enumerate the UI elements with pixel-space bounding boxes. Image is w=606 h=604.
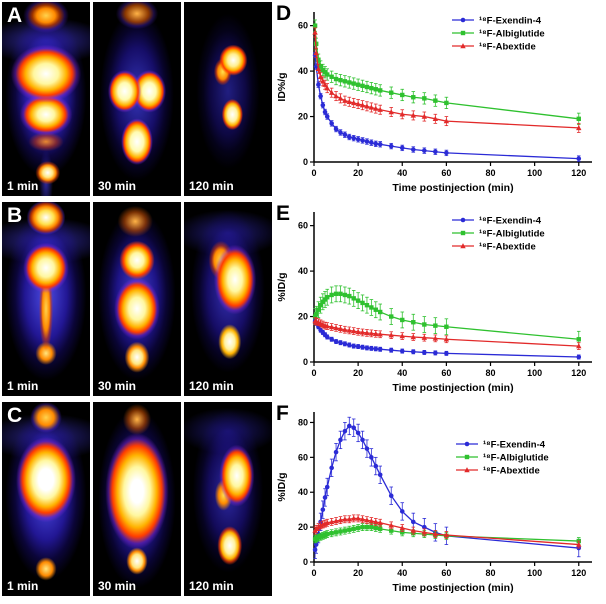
svg-text:0: 0 xyxy=(311,568,316,578)
svg-text:0: 0 xyxy=(311,168,316,178)
svg-text:0: 0 xyxy=(303,557,308,567)
svg-text:60: 60 xyxy=(441,368,451,378)
svg-text:60: 60 xyxy=(441,568,451,578)
svg-text:40: 40 xyxy=(298,66,308,76)
svg-text:Time postinjection (min): Time postinjection (min) xyxy=(392,382,513,394)
panel-A: A 1 min 30 min 120 min xyxy=(2,2,272,196)
svg-text:100: 100 xyxy=(527,168,542,178)
svg-text:20: 20 xyxy=(353,368,363,378)
svg-text:¹⁸F-Albiglutide: ¹⁸F-Albiglutide xyxy=(483,453,549,464)
pet-image-column: A 1 min 30 min 120 min B 1 min 30 min 12… xyxy=(2,2,272,602)
time-activity-chart-D: 0 20 40 60 80 100 120 0 20 40 60 Time postinjection… xyxy=(276,12,592,194)
svg-text:0: 0 xyxy=(303,157,308,167)
svg-text:20: 20 xyxy=(298,522,308,532)
svg-text:Time postinjection (min): Time postinjection (min) xyxy=(392,582,513,594)
chart-block-F: F 0 20 40 60 80 100 120 0 20 40 60 80 Time postinjec… xyxy=(274,402,606,598)
chart-block-E: E 0 20 40 60 80 100 120 0 20 40 60 Time postinjecti… xyxy=(274,202,606,398)
svg-text:20: 20 xyxy=(353,568,363,578)
time-activity-chart-F: 0 20 40 60 80 100 120 0 20 40 60 80 Time postinjecti… xyxy=(276,412,592,594)
svg-text:¹⁸F-Abextide: ¹⁸F-Abextide xyxy=(479,42,536,53)
svg-text:20: 20 xyxy=(298,312,308,322)
svg-text:120: 120 xyxy=(571,368,586,378)
svg-text:80: 80 xyxy=(298,417,308,427)
pet-scan-image-C-120min: 120 min xyxy=(184,402,272,596)
svg-text:80: 80 xyxy=(486,168,496,178)
svg-text:120: 120 xyxy=(571,568,586,578)
timepoint-label: 120 min xyxy=(189,379,234,393)
svg-text:0: 0 xyxy=(303,357,308,367)
time-activity-chart-E: 0 20 40 60 80 100 120 0 20 40 60 Time postinjection… xyxy=(276,212,592,394)
panel-label-A: A xyxy=(7,4,23,27)
chart-label-F: F xyxy=(276,402,289,425)
svg-text:40: 40 xyxy=(397,568,407,578)
timepoint-label: 1 min xyxy=(7,379,39,393)
timepoint-label: 30 min xyxy=(98,379,137,393)
timepoint-label: 1 min xyxy=(7,179,39,193)
svg-text:¹⁸F-Exendin-4: ¹⁸F-Exendin-4 xyxy=(479,16,542,27)
chart-label-E: E xyxy=(276,202,291,225)
panel-B: B 1 min 30 min 120 min xyxy=(2,202,272,396)
svg-text:40: 40 xyxy=(298,487,308,497)
panel-C: C 1 min 30 min 120 min xyxy=(2,402,272,596)
pet-scan-image-B-1min: 1 min xyxy=(2,202,90,396)
pet-scan-image-A-120min: 120 min xyxy=(184,2,272,196)
timepoint-label: 30 min xyxy=(98,579,137,593)
svg-text:60: 60 xyxy=(298,221,308,231)
svg-text:Time postinjection (min): Time postinjection (min) xyxy=(392,182,513,194)
panel-label-C: C xyxy=(7,404,23,427)
svg-text:¹⁸F-Albiglutide: ¹⁸F-Albiglutide xyxy=(479,229,545,240)
svg-text:%ID/g: %ID/g xyxy=(276,272,288,301)
svg-text:¹⁸F-Exendin-4: ¹⁸F-Exendin-4 xyxy=(479,216,542,227)
svg-text:80: 80 xyxy=(486,368,496,378)
pet-scan-image-A-30min: 30 min xyxy=(93,2,181,196)
svg-text:¹⁸F-Abextide: ¹⁸F-Abextide xyxy=(479,242,536,253)
svg-text:120: 120 xyxy=(571,168,586,178)
svg-text:80: 80 xyxy=(486,568,496,578)
svg-text:100: 100 xyxy=(527,568,542,578)
svg-text:40: 40 xyxy=(397,168,407,178)
pet-scan-image-A-1min: 1 min xyxy=(2,2,90,196)
svg-text:ID%/g: ID%/g xyxy=(276,72,288,101)
svg-text:40: 40 xyxy=(397,368,407,378)
svg-text:60: 60 xyxy=(298,21,308,31)
timepoint-label: 30 min xyxy=(98,179,137,193)
pet-scan-image-B-120min: 120 min xyxy=(184,202,272,396)
svg-text:60: 60 xyxy=(298,452,308,462)
pet-scan-image-C-1min: 1 min xyxy=(2,402,90,596)
chart-column: D 0 20 40 60 80 100 120 0 20 40 60 Time postinjecti… xyxy=(274,2,606,602)
svg-text:100: 100 xyxy=(527,368,542,378)
timepoint-label: 120 min xyxy=(189,179,234,193)
timepoint-label: 120 min xyxy=(189,579,234,593)
chart-label-D: D xyxy=(276,2,292,25)
panel-label-B: B xyxy=(7,204,23,227)
svg-text:60: 60 xyxy=(441,168,451,178)
svg-text:%ID/g: %ID/g xyxy=(276,472,288,501)
svg-text:20: 20 xyxy=(353,168,363,178)
pet-scan-image-B-30min: 30 min xyxy=(93,202,181,396)
svg-text:20: 20 xyxy=(298,112,308,122)
svg-text:¹⁸F-Albiglutide: ¹⁸F-Albiglutide xyxy=(479,29,545,40)
svg-text:0: 0 xyxy=(311,368,316,378)
timepoint-label: 1 min xyxy=(7,579,39,593)
pet-scan-image-C-30min: 30 min xyxy=(93,402,181,596)
chart-block-D: D 0 20 40 60 80 100 120 0 20 40 60 Time postinjecti… xyxy=(274,2,606,198)
svg-text:40: 40 xyxy=(298,266,308,276)
svg-text:¹⁸F-Exendin-4: ¹⁸F-Exendin-4 xyxy=(483,440,546,451)
svg-text:¹⁸F-Abextide: ¹⁸F-Abextide xyxy=(483,466,540,477)
